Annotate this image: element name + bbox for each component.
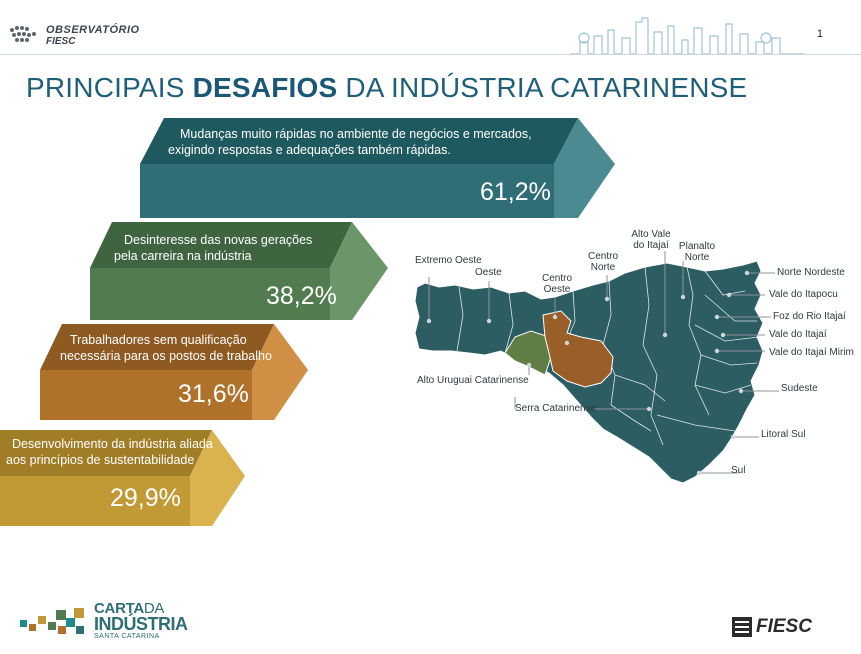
challenge-2-line-1: Desinteresse das novas gerações [124,233,313,247]
region-label-vale-itajai-mirim: Vale do Itajaí Mirim [769,347,854,358]
fiesc-text: FIESC [756,616,812,637]
region-label-vale-itapocu: Vale do Itapocu [769,289,838,300]
dots-logo-icon [10,26,36,42]
challenge-2-value: 38,2% [266,282,337,310]
fiesc-logo: FIESC [732,616,832,638]
challenge-bar-4: Desenvolvimento da indústria aliada aos … [0,430,245,526]
region-label-norte-nordeste: Norte Nordeste [777,267,845,278]
challenge-4-value: 29,9% [110,484,181,512]
title-part-2: DA INDÚSTRIA CATARINENSE [337,72,748,103]
region-label-centro-oeste: Centro Oeste [541,273,572,295]
challenge-3-line-1: Trabalhadores sem qualificação [70,333,247,347]
region-label-foz-rio-itajai: Foz do Rio Itajaí [773,311,846,322]
region-label-serra-catarinense: Serra Catarinense [515,403,597,414]
region-label-oeste: Oeste [475,267,502,278]
challenge-3-line-2: necessária para os postos de trabalho [60,349,272,363]
region-label-extremo-oeste: Extremo Oeste [415,255,482,266]
page-number: 1 [816,28,823,40]
cubes-logo-icon [20,608,84,634]
santa-catarina-text: SANTA CATARINA [94,633,160,640]
region-label-planalto-norte: Planalto Norte [678,241,716,263]
region-label-alto-vale-itajai: Alto Vale do Itajaí [631,229,671,251]
region-label-centro-norte: Centro Norte [587,251,618,273]
challenge-bar-1: Mudanças muito rápidas no ambiente de ne… [140,118,615,218]
region-label-litoral-sul: Litoral Sul [761,429,806,440]
challenge-1-line-1: Mudanças muito rápidas no ambiente de ne… [180,127,532,141]
challenge-4-line-1: Desenvolvimento da indústria aliada [12,437,213,451]
region-label-vale-itajai: Vale do Itajaí [769,329,827,340]
page-title: PRINCIPAIS DESAFIOS DA INDÚSTRIA CATARIN… [26,72,747,104]
challenge-4-line-2: aos princípios de sustentabilidade [6,453,195,467]
challenge-1-line-2: exigindo respostas e adequações também r… [168,143,451,157]
title-part-1: PRINCIPAIS [26,72,193,103]
region-label-sul: Sul [731,465,746,476]
title-bold: DESAFIOS [192,72,338,103]
city-skyline-icon [570,17,805,55]
carta-da-text: DA [143,600,165,617]
industria-text: INDÚSTRIA [94,614,188,634]
challenge-bar-2: Desinteresse das novas gerações pela car… [90,222,388,320]
header-divider [0,54,861,55]
challenge-3-value: 31,6% [178,380,249,408]
challenge-2-line-2: pela carreira na indústria [114,249,252,263]
challenge-bar-3: Trabalhadores sem qualificação necessári… [40,324,308,420]
map-shape [414,251,779,484]
logo-text-observatorio: OBSERVATÓRIO [46,24,140,36]
challenge-1-value: 61,2% [480,178,551,206]
fiesc-emblem-icon [732,617,752,637]
santa-catarina-map: Extremo Oeste Oeste Centro Oeste Centro … [405,225,855,505]
region-label-alto-uruguai: Alto Uruguai Catarinense [417,375,529,386]
observatorio-logo: OBSERVATÓRIO FIESC [8,22,148,50]
carta-text: CARTA [94,600,144,617]
carta-da-industria-logo: CARTADA INDÚSTRIA SANTA CATARINA [18,598,188,642]
logo-text-fiesc: FIESC [46,36,76,47]
region-label-sudeste: Sudeste [781,383,818,394]
